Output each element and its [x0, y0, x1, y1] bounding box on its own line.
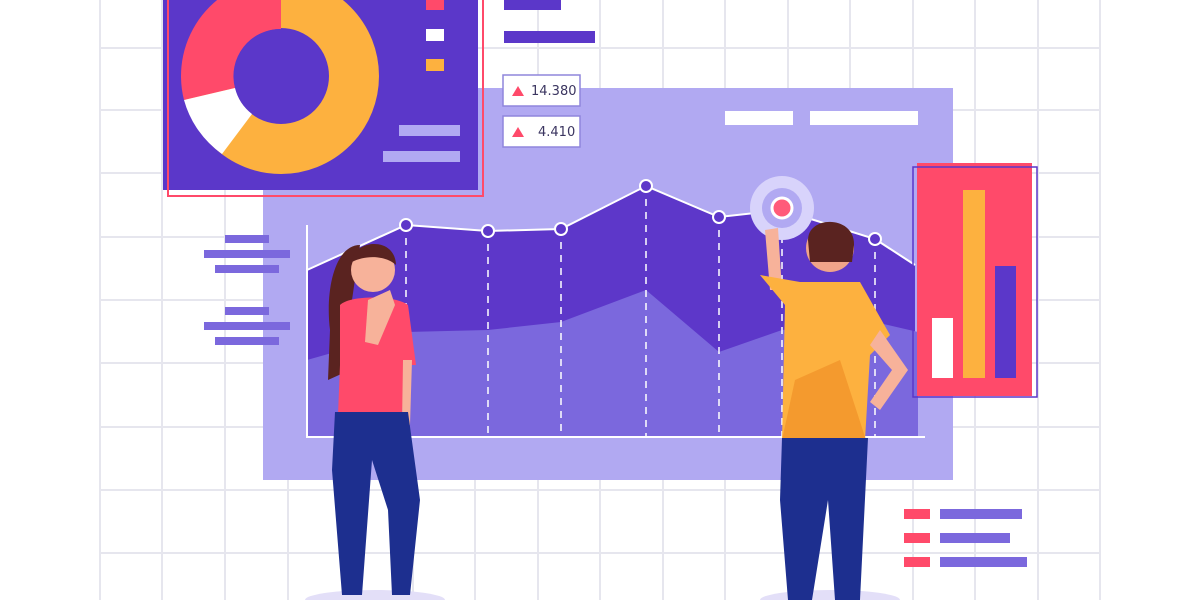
- woman-figure: [305, 243, 445, 600]
- bar: [932, 318, 953, 378]
- bar: [963, 190, 985, 378]
- header-bar: [725, 111, 793, 125]
- chart-axes: [306, 225, 925, 438]
- selected-point-highlight[interactable]: [750, 176, 814, 240]
- header-bar: [810, 111, 918, 125]
- triangle-up-icon: [512, 86, 524, 96]
- stat-value: 4.410: [538, 125, 575, 140]
- bottom-legend: [904, 509, 1027, 567]
- legend-swatch-pink: [426, 0, 444, 10]
- donut-chart-panel: [163, 0, 484, 197]
- area-series-light: [307, 290, 918, 437]
- triangle-up-icon: [512, 127, 524, 137]
- stat-box: 14.380: [502, 74, 581, 107]
- man-figure: [760, 221, 908, 600]
- legend-swatch-white: [426, 29, 444, 41]
- stat-value: 14.380: [531, 84, 577, 99]
- donut-segment-pink: [181, 0, 281, 100]
- bar-chart-panel: [912, 163, 1038, 398]
- donut-segment-white: [184, 88, 252, 154]
- bar: [995, 266, 1016, 378]
- legend-swatch-orange: [426, 59, 444, 71]
- left-text-lines: [204, 235, 290, 345]
- stat-box: 4.410: [502, 115, 581, 148]
- data-points: [399, 179, 882, 246]
